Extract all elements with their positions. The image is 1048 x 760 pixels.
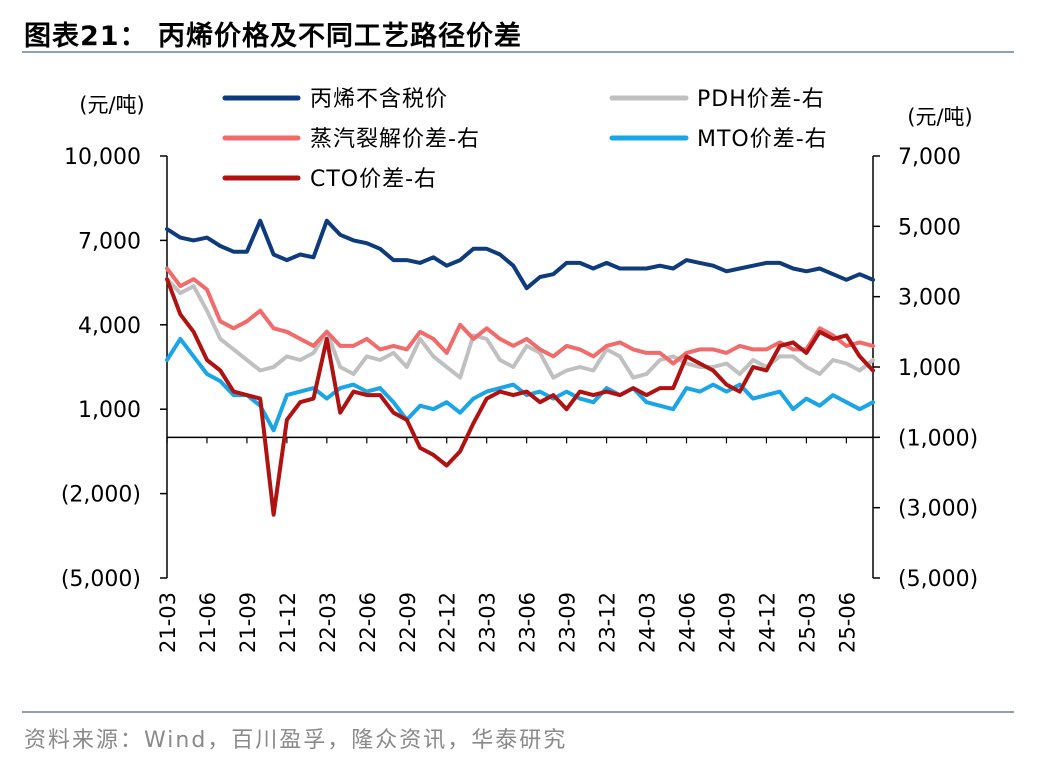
legend-label: MTO价差-右 [697,127,828,152]
chart-svg: 10,000 7,000 4,000 1,000 (2,000) (5,000) (元/吨)… [61,87,978,653]
x-axis-tick-label: 23-12 [596,592,620,653]
series-line-1 [165,277,875,380]
title-divider [22,51,1014,53]
right-axis-tick-label: 1,000 [898,356,961,381]
right-axis-tick-label: (5,000) [898,567,978,592]
x-axis-tick-label: 23-06 [516,592,540,653]
x-axis-tick-label: 22-09 [396,592,420,653]
x-axis-tick-label: 23-03 [476,592,500,653]
axes: 10,000 7,000 4,000 1,000 (2,000) (5,000) (元/吨)… [61,93,978,653]
x-axis-tick-label: 24-03 [636,592,660,653]
left-axis-tick-label: 7,000 [78,229,141,254]
left-axis-tick-label: (2,000) [61,483,141,508]
right-axis-tick-label: 3,000 [898,286,961,311]
x-axis-tick-label: 21-09 [236,592,260,653]
x-axis-tick-label: 23-09 [556,592,580,653]
legend-label: 蒸汽裂解价差-右 [310,127,480,152]
right-axis-unit: (元/吨) [907,105,972,129]
source-note: 资料来源：Wind，百川盈孚，隆众资讯，华泰研究 [24,728,568,753]
legend-label: 丙烯不含税价 [310,87,448,112]
left-axis-tick-label: 1,000 [78,398,141,423]
x-axis-tick-label: 24-06 [676,592,700,653]
left-axis-tick-label: 4,000 [78,314,141,339]
series-line-4 [165,277,875,517]
left-axis-unit: (元/吨) [79,93,144,117]
right-axis-tick-label: 5,000 [898,215,961,240]
x-axis-tick-label: 25-06 [835,592,859,653]
x-axis-tick-label: 24-09 [715,592,739,653]
left-axis-tick-label: 10,000 [64,145,141,170]
series-line-3 [165,336,875,433]
x-axis-tick-label: 25-03 [795,592,819,653]
x-axis-tick-label: 21-03 [156,592,180,653]
x-axis-tick-label: 22-06 [356,592,380,653]
right-axis-tick-label: 7,000 [898,145,961,170]
series-line-0 [165,218,875,291]
x-axis-tick-label: 22-12 [436,592,460,653]
chart-title: 图表21： 丙烯价格及不同工艺路径价差 [24,21,522,52]
legend-label: CTO价差-右 [310,167,437,192]
x-axis-tick-label: 22-03 [316,592,340,653]
left-axis-tick-label: (5,000) [61,567,141,592]
right-axis-tick-label: (3,000) [898,497,978,522]
series-line-2 [165,266,875,366]
right-axis-tick-label: (1,000) [898,426,978,451]
x-axis-tick-label: 24-12 [755,592,779,653]
legend-label: PDH价差-右 [697,87,825,112]
x-axis-tick-label: 21-06 [196,592,220,653]
footer-divider [22,711,1014,713]
x-axis-tick-label: 21-12 [276,592,300,653]
series-lines [165,218,875,517]
